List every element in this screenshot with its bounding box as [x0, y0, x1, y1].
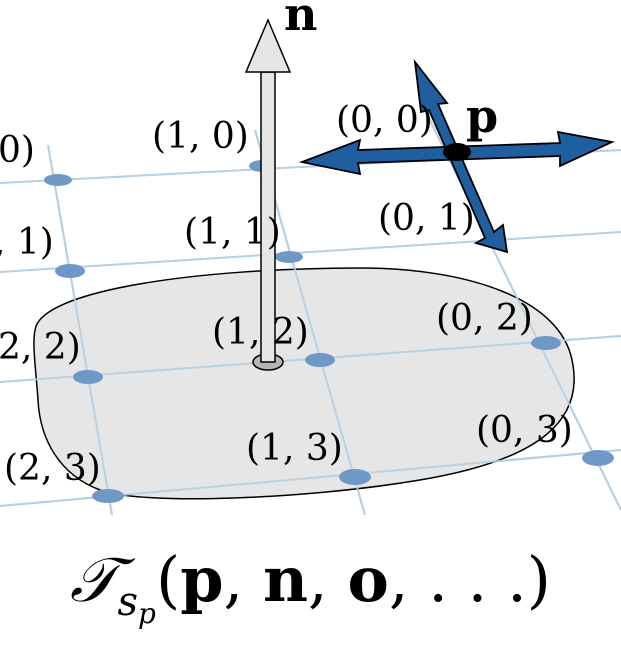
grid-label: (2, 3)	[4, 448, 101, 489]
grid-label: (1, 2)	[212, 312, 309, 353]
grid-node	[92, 489, 124, 503]
normal-label: n	[284, 0, 317, 41]
grid-label: (0, 1)	[378, 198, 475, 239]
grid-label: 2, 2)	[0, 327, 81, 368]
comma-1: ,	[223, 543, 263, 616]
subscript-s: s	[117, 579, 139, 625]
point-label: p	[466, 89, 498, 143]
arg-p: p	[180, 543, 224, 616]
grid-node	[531, 336, 561, 350]
tangent-patch-diagram: n p 0) , 1) 2, 2) (2, 3) (1, 0) (1, 1) (…	[0, 0, 621, 516]
grid-node	[55, 264, 85, 278]
grid-node	[305, 353, 335, 367]
grid-label: (1, 0)	[152, 116, 249, 157]
normal-arrow	[244, 18, 292, 371]
grid-label: 0)	[0, 130, 35, 171]
normal-arrowhead	[244, 18, 292, 73]
grid-label: (0, 2)	[436, 298, 533, 339]
comma-2: ,	[308, 543, 348, 616]
grid-label: , 1)	[0, 222, 54, 263]
grid-node	[275, 251, 303, 263]
grid-node	[73, 370, 103, 384]
open-paren: (	[155, 543, 181, 616]
grid-label: (0, 0)	[336, 100, 433, 141]
caption-formula: 𝒯sp(p, n, o, . . .)	[0, 530, 621, 630]
grid-label: (0, 3)	[476, 410, 573, 451]
operator-subscript: sp	[117, 579, 156, 630]
grid-node	[339, 469, 371, 485]
subsubscript-p: p	[138, 597, 156, 630]
grid-node	[44, 174, 72, 186]
arg-o: o	[347, 543, 389, 616]
rest-args: , . . .)	[388, 543, 551, 616]
grid-row-1	[0, 231, 621, 273]
grid-label: (1, 1)	[184, 212, 281, 253]
operator-symbol: 𝒯	[70, 543, 118, 616]
grid-label: (1, 3)	[246, 428, 343, 469]
grid-node	[582, 450, 614, 466]
surface-patch	[33, 267, 575, 500]
arg-n: n	[262, 543, 309, 616]
point-p-dot	[443, 143, 471, 161]
